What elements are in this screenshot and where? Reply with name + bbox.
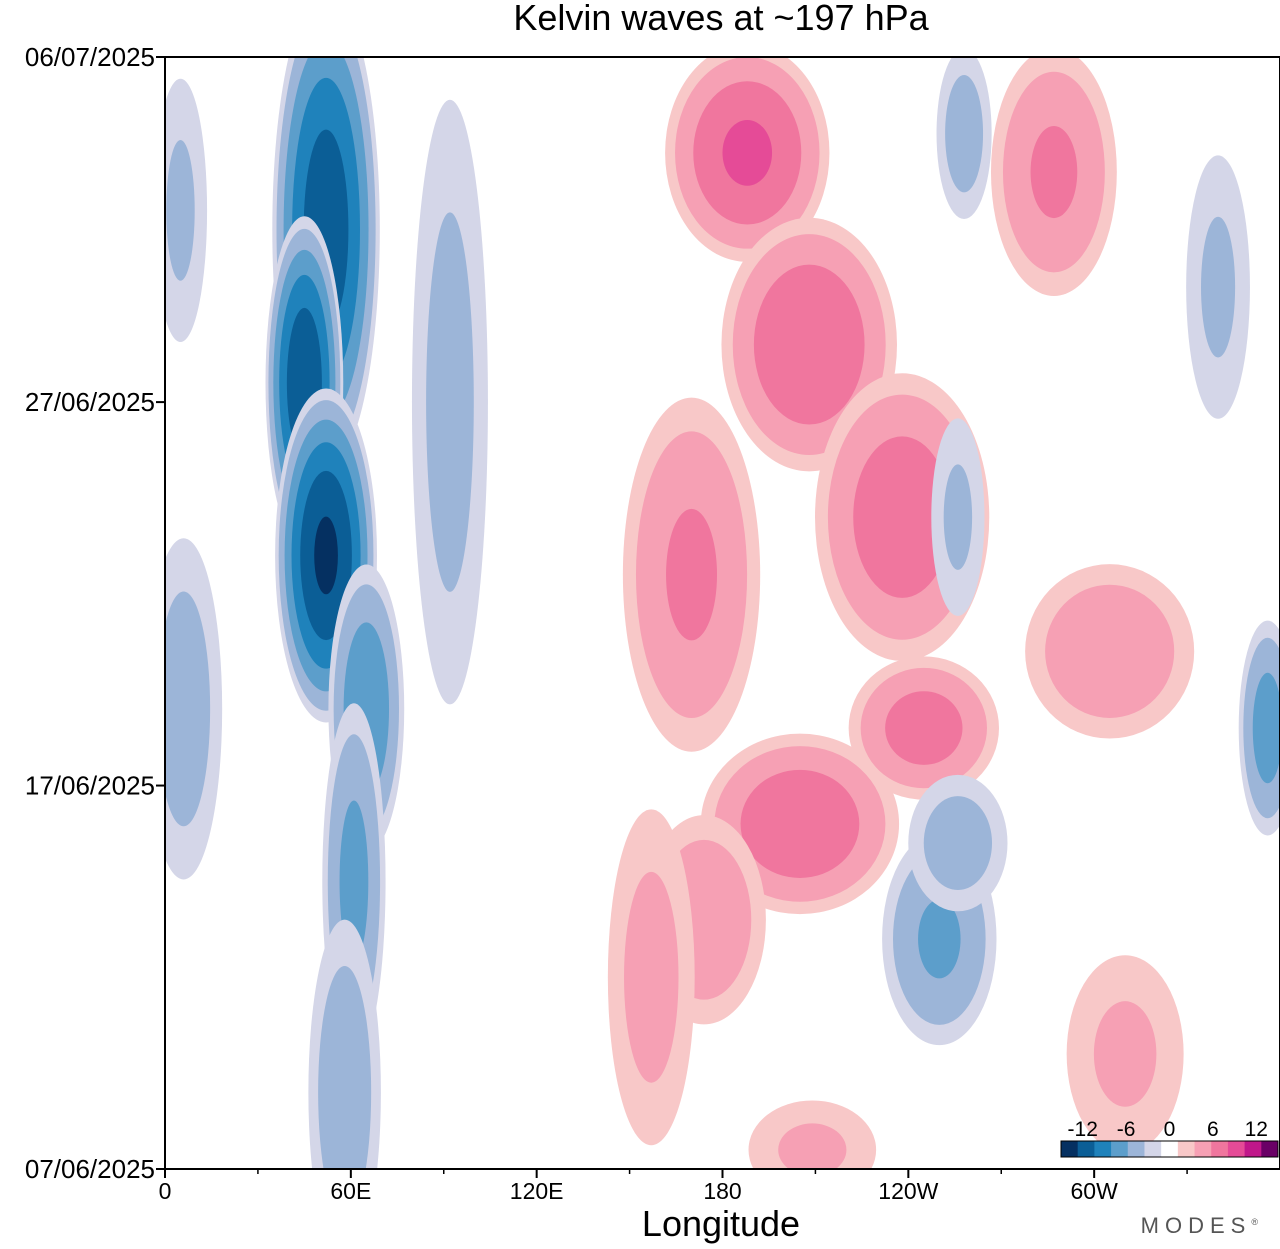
contour-level [166, 140, 195, 281]
colorbar-swatch [1194, 1141, 1212, 1157]
colorbar-swatch [1261, 1141, 1279, 1157]
colorbar-frame [1060, 1140, 1279, 1158]
anomaly-16 [848, 656, 1000, 800]
x-tick-label: 0 [159, 1178, 172, 1204]
anomaly-20 [1066, 955, 1184, 1153]
y-tick-label: 07/06/2025 [25, 1154, 155, 1184]
contour-level [314, 516, 338, 595]
y-tick-label: 17/06/2025 [25, 771, 155, 801]
anomaly-18 [607, 809, 695, 1146]
x-tick-label: 180 [703, 1178, 741, 1204]
x-axis-label: Longitude [642, 1203, 800, 1244]
contour-level [666, 508, 718, 641]
anomaly-9 [665, 57, 830, 262]
contour-level [1201, 216, 1236, 358]
colorbar-label: 12 [1245, 1118, 1268, 1141]
contour-level [1252, 672, 1280, 784]
colorbar-label: -12 [1068, 1118, 1098, 1141]
colorbar-label: -6 [1117, 1118, 1136, 1141]
contour-level [722, 119, 773, 186]
anomaly-17 [1025, 564, 1195, 739]
colorbar-swatch [1094, 1141, 1112, 1157]
contour-level [923, 796, 993, 891]
colorbar-swatch [1144, 1141, 1162, 1157]
contour-level [918, 899, 961, 979]
x-tick-label: 60E [330, 1178, 371, 1204]
anomaly-13 [622, 397, 761, 752]
colorbar-swatch [1211, 1141, 1229, 1157]
colorbar-label: 0 [1164, 1118, 1176, 1141]
contour-level [318, 966, 372, 1169]
x-tick-label: 120E [510, 1178, 564, 1204]
anomaly-23 [1238, 620, 1280, 836]
anomaly-25 [1186, 155, 1250, 419]
contour-level [740, 769, 860, 878]
colorbar-swatch [1077, 1141, 1095, 1157]
anomaly-12 [990, 57, 1117, 296]
contour-level [1045, 584, 1175, 718]
anomaly-21 [882, 832, 997, 1046]
colorbar-swatch [1111, 1141, 1129, 1157]
colorbar-swatch [1161, 1141, 1179, 1157]
contour-level [943, 464, 973, 570]
colorbar-swatch [1244, 1141, 1262, 1157]
contour-level [165, 591, 211, 827]
colorbar-swatch [1127, 1141, 1145, 1157]
anomaly-26 [931, 418, 985, 616]
anomaly-7 [165, 538, 223, 880]
anomaly-5 [308, 919, 381, 1169]
y-tick-label: 27/06/2025 [25, 387, 155, 417]
anomaly-6 [411, 99, 488, 705]
contour-level [1093, 1001, 1157, 1107]
y-tick-label: 06/07/2025 [25, 42, 155, 72]
anomaly-24 [936, 57, 992, 219]
contour-level [778, 1123, 847, 1169]
anomaly-8 [165, 78, 208, 342]
modes-logo: MODES® [1140, 1213, 1258, 1238]
chart-title: Kelvin waves at ~197 hPa [513, 0, 929, 38]
colorbar-swatch [1177, 1141, 1196, 1157]
contour-level [753, 264, 865, 425]
colorbar: -12 -6 0 6 12 [1060, 1118, 1279, 1158]
colorbar-swatch [1227, 1141, 1246, 1157]
contour-level [1030, 126, 1078, 219]
x-tick-label: 60W [1071, 1178, 1119, 1204]
wave-anomaly-field [165, 57, 1280, 1169]
anomaly-19 [748, 1100, 877, 1169]
contour-level [945, 74, 984, 193]
contour-level [885, 691, 963, 765]
colorbar-swatch [1061, 1141, 1079, 1157]
x-tick-label: 120W [878, 1178, 938, 1204]
contour-level [426, 212, 474, 592]
colorbar-label: 6 [1207, 1118, 1219, 1141]
anomaly-22 [908, 774, 1008, 912]
contour-level [853, 436, 952, 598]
contour-level [624, 871, 679, 1083]
axes: 0 60E 120E 180 120W 60W 07/06/2025 17/06/2025 27… [25, 42, 1188, 1204]
